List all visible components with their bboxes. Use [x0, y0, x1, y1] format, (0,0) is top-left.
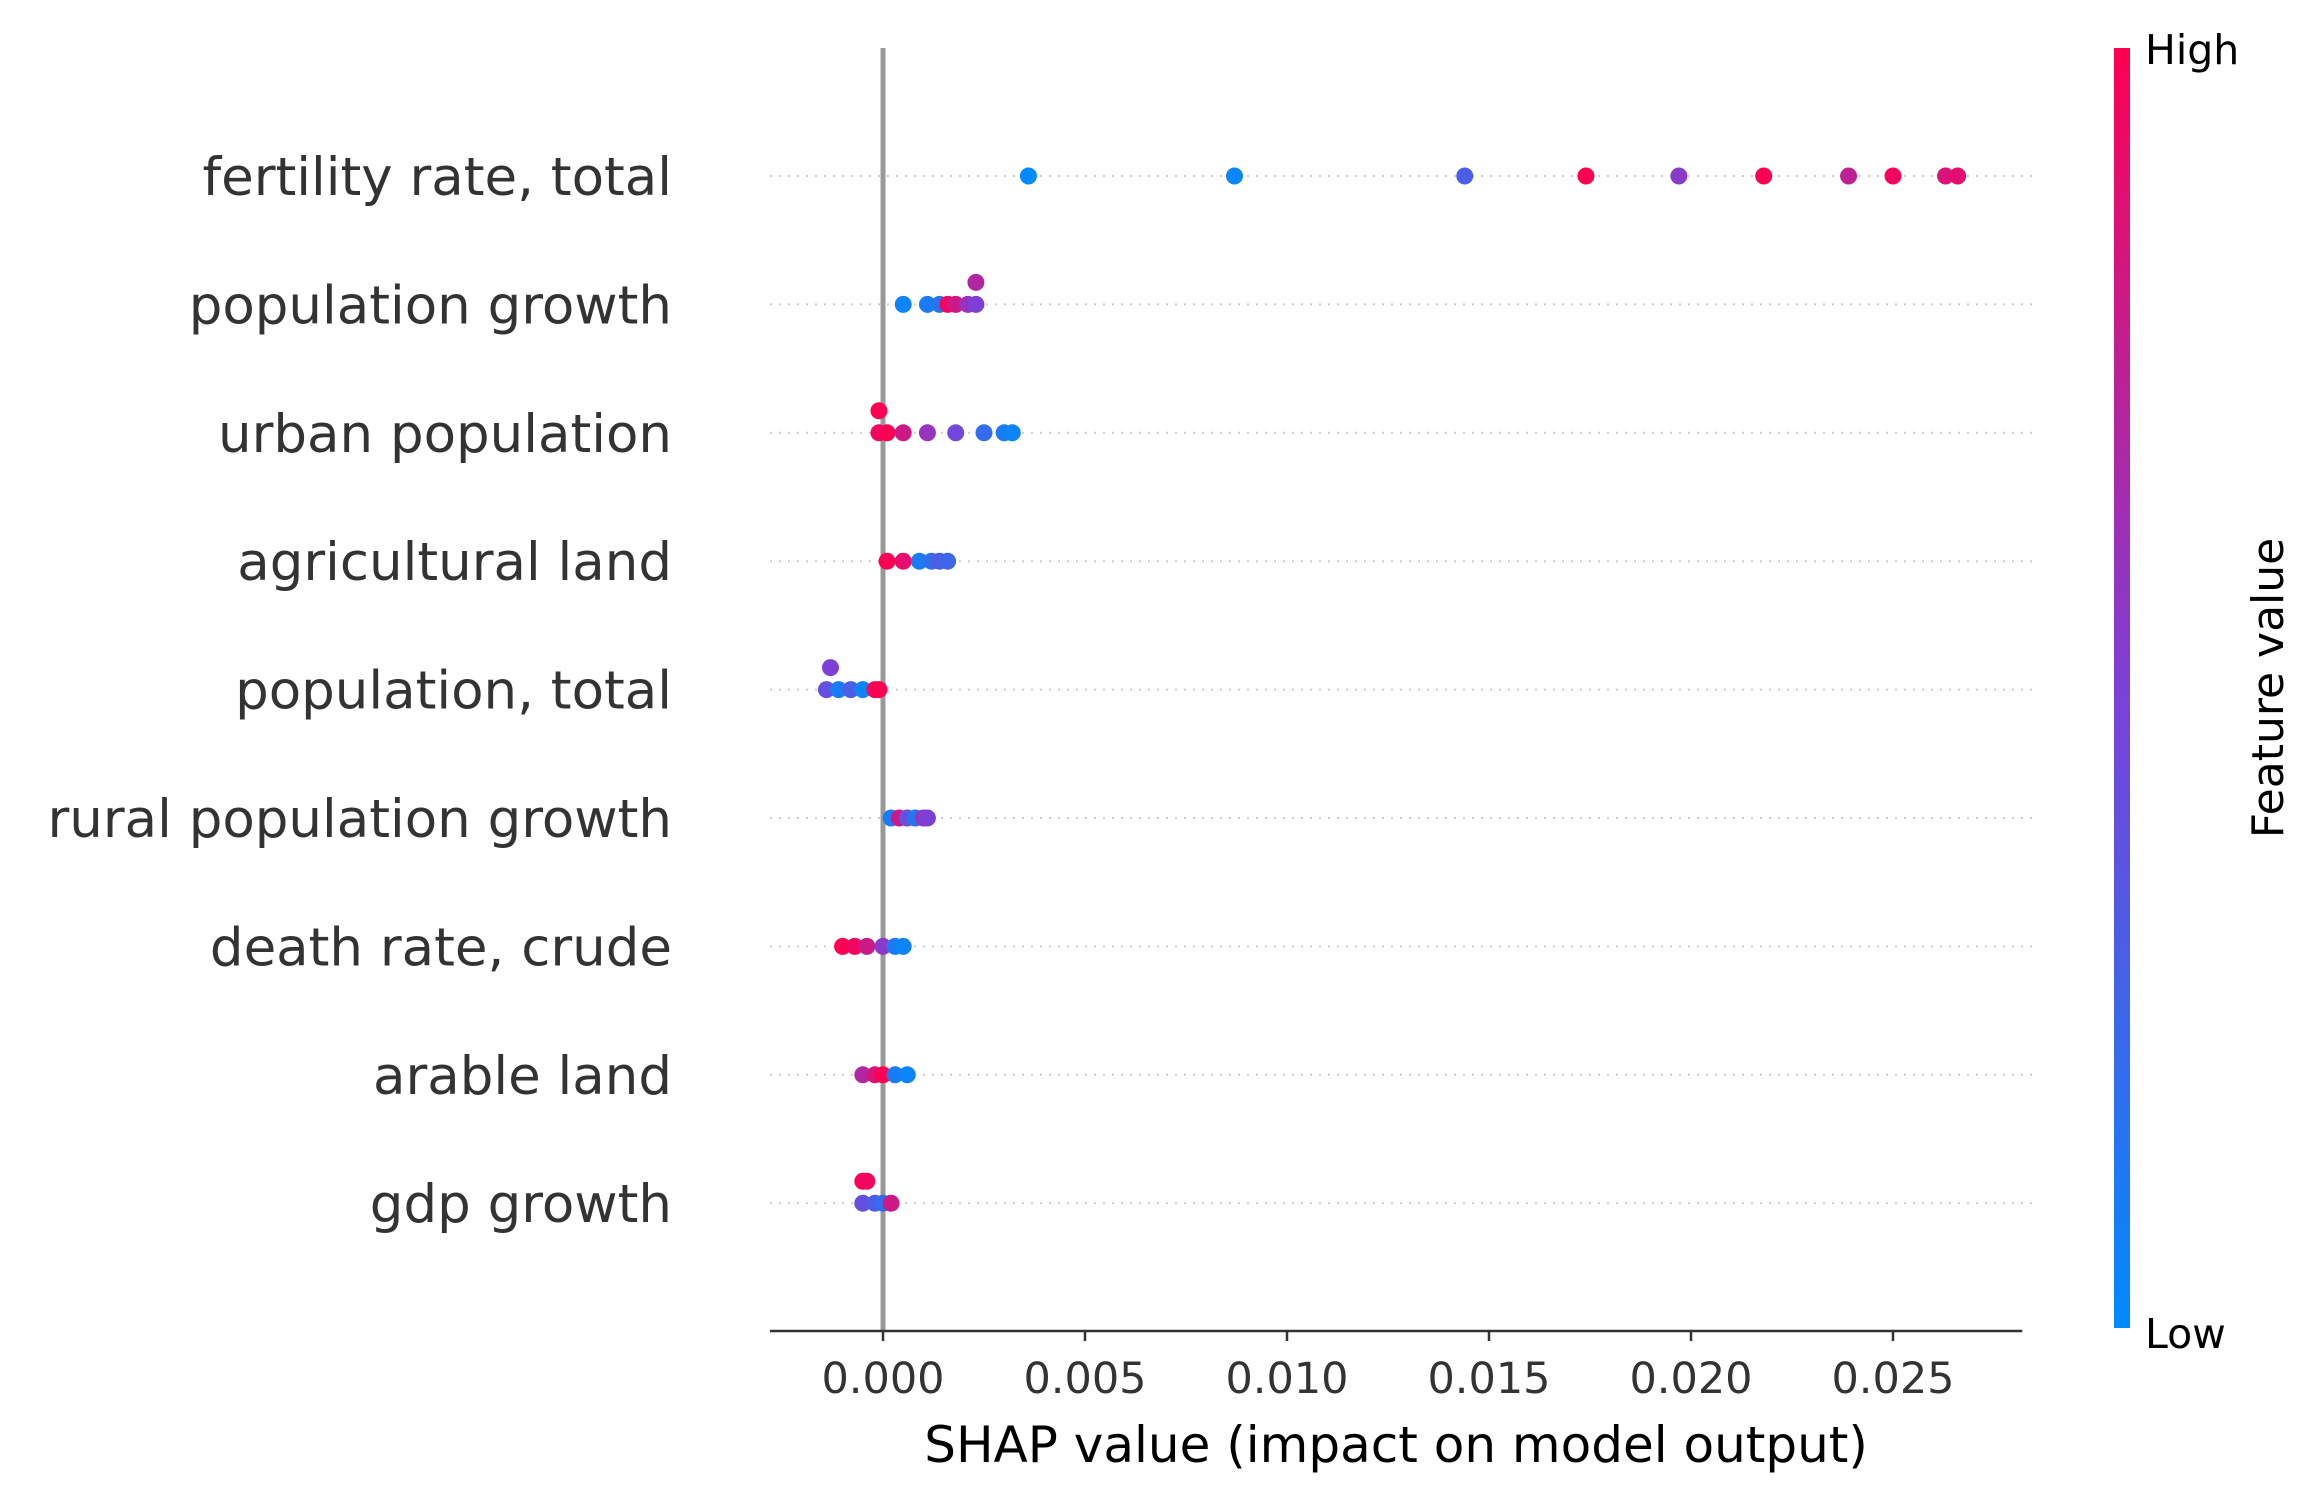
shap-point: [846, 937, 864, 955]
shap-point: [947, 295, 965, 313]
feature-label: death rate, crude: [210, 917, 672, 978]
shap-point: [854, 1066, 872, 1084]
x-tick-label: 0.025: [1831, 1354, 1954, 1404]
shap-point: [1456, 167, 1474, 185]
feature-label: rural population growth: [47, 789, 672, 850]
shap-point: [1884, 167, 1902, 185]
x-tick-label: 0.020: [1629, 1354, 1752, 1404]
shap-point: [878, 424, 896, 442]
x-tick-label: 0.000: [821, 1354, 944, 1404]
shap-point: [834, 937, 852, 955]
shap-point: [882, 1194, 900, 1212]
shap-point: [1949, 167, 1967, 185]
colorbar-high-label: High: [2145, 26, 2239, 74]
colorbar: High Low Feature value: [2114, 26, 2294, 1358]
feature-label: urban population: [218, 404, 672, 465]
shap-point: [870, 402, 888, 420]
shap-point: [821, 659, 839, 677]
data-points: [817, 167, 1967, 1212]
colorbar-low-label: Low: [2145, 1310, 2226, 1358]
shap-point: [1577, 167, 1595, 185]
shap-point: [1225, 167, 1243, 185]
colorbar-gradient: [2114, 48, 2130, 1328]
x-axis-title: SHAP value (impact on model output): [924, 1416, 1868, 1474]
shap-point: [858, 937, 876, 955]
shap-point: [894, 552, 912, 570]
x-tick-label: 0.015: [1427, 1354, 1550, 1404]
feature-label: population growth: [189, 275, 672, 336]
feature-label: gdp growth: [370, 1174, 672, 1235]
feature-label: population, total: [235, 661, 672, 722]
shap-point: [1755, 167, 1773, 185]
shap-point: [975, 424, 993, 442]
shap-point: [967, 295, 985, 313]
x-axis: 0.000 0.005 0.010 0.015 0.020 0.025: [769, 1329, 2023, 1404]
shap-point: [1019, 167, 1037, 185]
feature-label: agricultural land: [237, 532, 672, 593]
shap-point: [1003, 424, 1021, 442]
shap-point: [830, 681, 848, 699]
shap-point: [817, 681, 835, 699]
shap-point: [1937, 167, 1955, 185]
shap-point: [870, 681, 888, 699]
shap-point: [947, 424, 965, 442]
x-tick-label: 0.005: [1023, 1354, 1146, 1404]
x-tick-label: 0.010: [1225, 1354, 1348, 1404]
colorbar-title: Feature value: [2243, 538, 2294, 838]
feature-labels: fertility rate, total population growth ur…: [47, 147, 672, 1235]
shap-point: [854, 1194, 872, 1212]
shap-point: [858, 1172, 876, 1190]
feature-label: arable land: [373, 1046, 672, 1107]
shap-point: [1840, 167, 1858, 185]
shap-point: [910, 552, 928, 570]
shap-point: [854, 681, 872, 699]
shap-point: [918, 424, 936, 442]
shap-point: [967, 273, 985, 291]
shap-point: [842, 681, 860, 699]
shap-point: [878, 552, 896, 570]
feature-label: fertility rate, total: [202, 147, 672, 208]
shap-point: [874, 937, 892, 955]
grid-lines: [770, 175, 2035, 1205]
shap-point: [1670, 167, 1688, 185]
shap-point: [886, 1066, 904, 1084]
shap-point: [874, 1066, 892, 1084]
shap-point: [918, 295, 936, 313]
shap-point: [898, 1066, 916, 1084]
shap-point: [918, 809, 936, 827]
shap-point: [894, 424, 912, 442]
shap-point: [894, 937, 912, 955]
shap-point: [939, 552, 957, 570]
shap-point: [894, 295, 912, 313]
